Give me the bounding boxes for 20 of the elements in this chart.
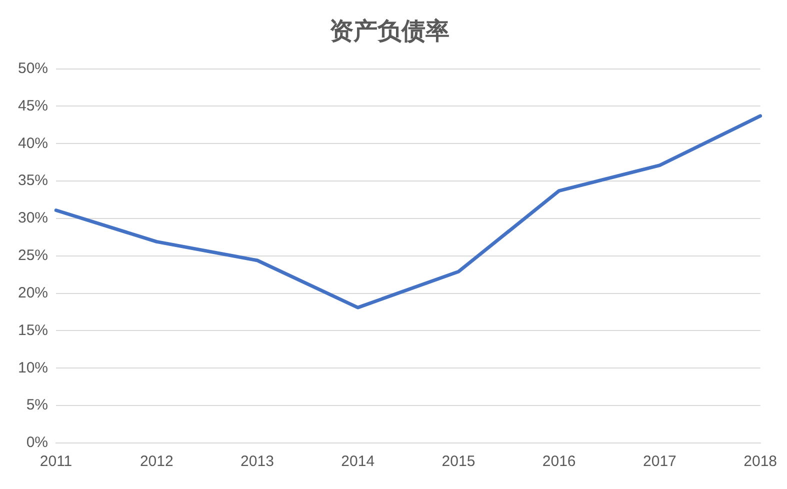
y-tick-label: 25% bbox=[18, 247, 48, 264]
x-tick-label: 2016 bbox=[542, 453, 576, 470]
y-tick-label: 15% bbox=[18, 322, 48, 339]
y-tick-label: 20% bbox=[18, 284, 48, 302]
y-tick-label: 0% bbox=[26, 434, 48, 452]
x-tick-label: 2015 bbox=[442, 453, 476, 470]
y-tick-label: 50% bbox=[18, 60, 48, 77]
x-tick-label: 2014 bbox=[341, 453, 375, 470]
x-tick-label: 2013 bbox=[240, 453, 274, 470]
x-tick-label: 2012 bbox=[140, 453, 174, 470]
y-tick-label: 30% bbox=[18, 210, 48, 227]
y-tick-label: 45% bbox=[18, 97, 48, 114]
y-tick-label: 10% bbox=[18, 359, 48, 376]
x-tick-label: 2011 bbox=[40, 453, 72, 470]
y-tick-label: 40% bbox=[18, 134, 48, 152]
x-tick-label: 2017 bbox=[643, 453, 676, 470]
x-tick-label: 2018 bbox=[744, 453, 778, 470]
y-tick-label: 5% bbox=[26, 396, 48, 414]
y-tick-label: 35% bbox=[18, 172, 48, 190]
chart-title: 资产负债率 bbox=[330, 18, 450, 46]
